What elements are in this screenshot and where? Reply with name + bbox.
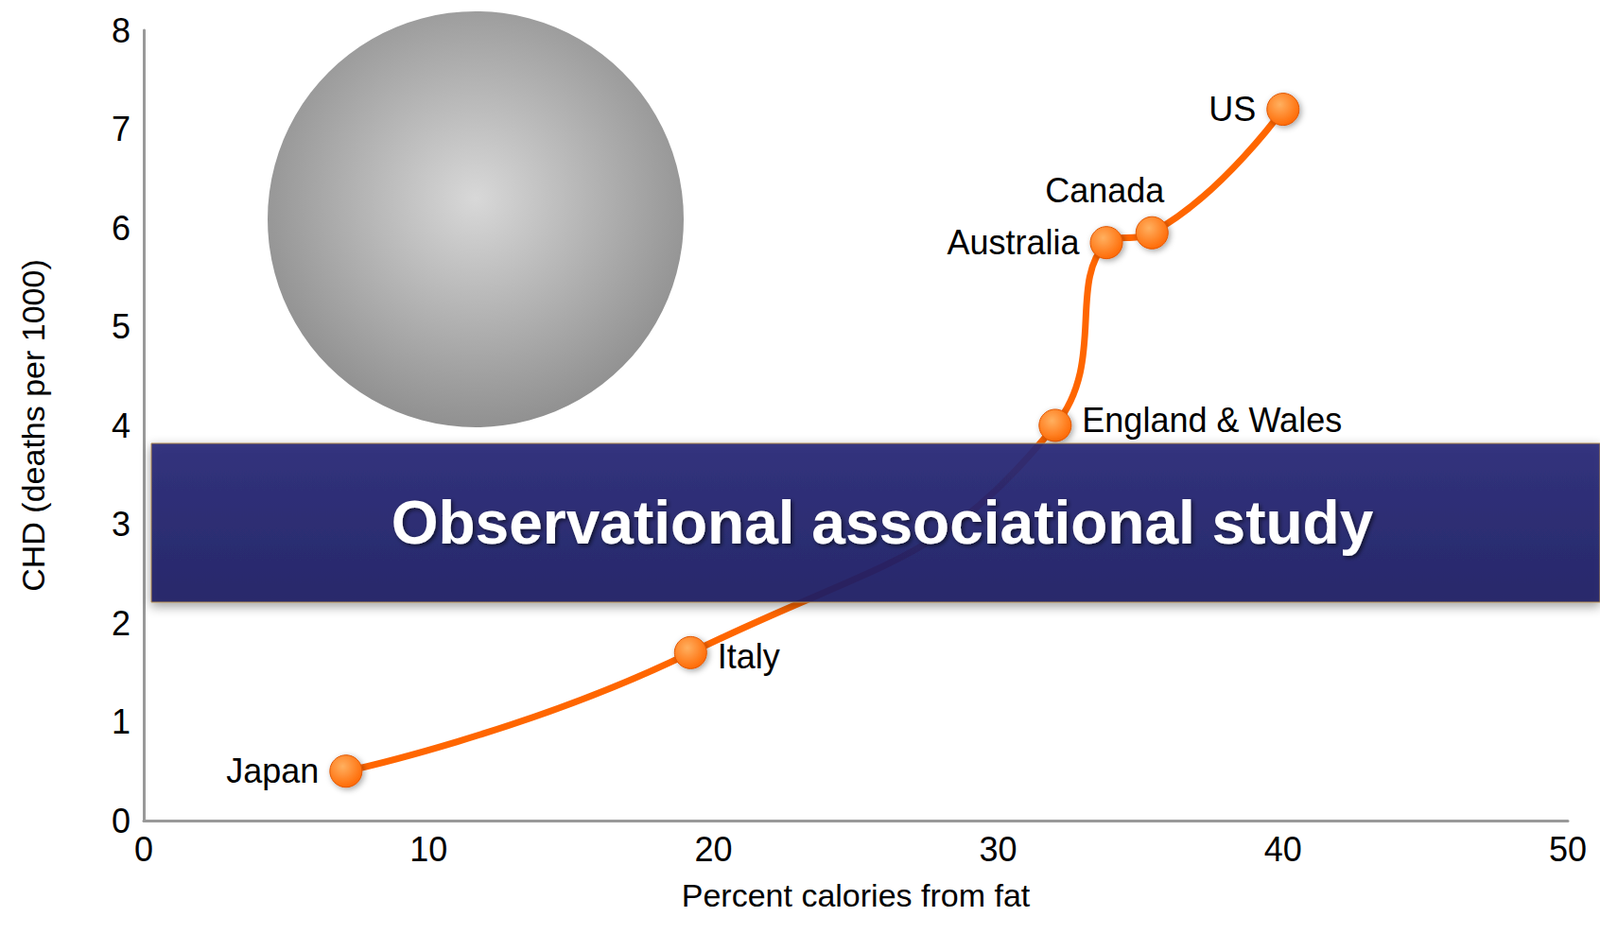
svg-text:10: 10 (409, 830, 448, 870)
svg-text:Observational associational st: Observational associational study (391, 488, 1374, 557)
svg-text:US: US (1208, 89, 1256, 129)
svg-text:7: 7 (111, 109, 131, 149)
svg-text:20: 20 (694, 830, 732, 870)
svg-text:50: 50 (1548, 830, 1587, 870)
svg-text:CHD (deaths per 1000): CHD (deaths per 1000) (15, 259, 52, 592)
svg-text:0: 0 (111, 801, 131, 841)
svg-text:Japan: Japan (226, 751, 319, 791)
svg-text:2: 2 (111, 604, 131, 644)
svg-text:Italy: Italy (717, 637, 781, 677)
svg-text:1: 1 (111, 702, 131, 742)
svg-text:40: 40 (1264, 830, 1303, 870)
svg-text:4: 4 (111, 406, 131, 446)
svg-text:8: 8 (111, 11, 131, 51)
svg-text:6: 6 (111, 208, 131, 248)
svg-text:30: 30 (979, 830, 1018, 870)
svg-text:0: 0 (134, 830, 154, 870)
svg-text:England & Wales: England & Wales (1081, 400, 1342, 440)
svg-text:Percent calories from fat: Percent calories from fat (681, 877, 1031, 914)
svg-text:Australia: Australia (946, 223, 1080, 262)
svg-text:5: 5 (111, 307, 131, 347)
svg-text:Canada: Canada (1044, 171, 1166, 210)
svg-text:3: 3 (111, 504, 131, 544)
